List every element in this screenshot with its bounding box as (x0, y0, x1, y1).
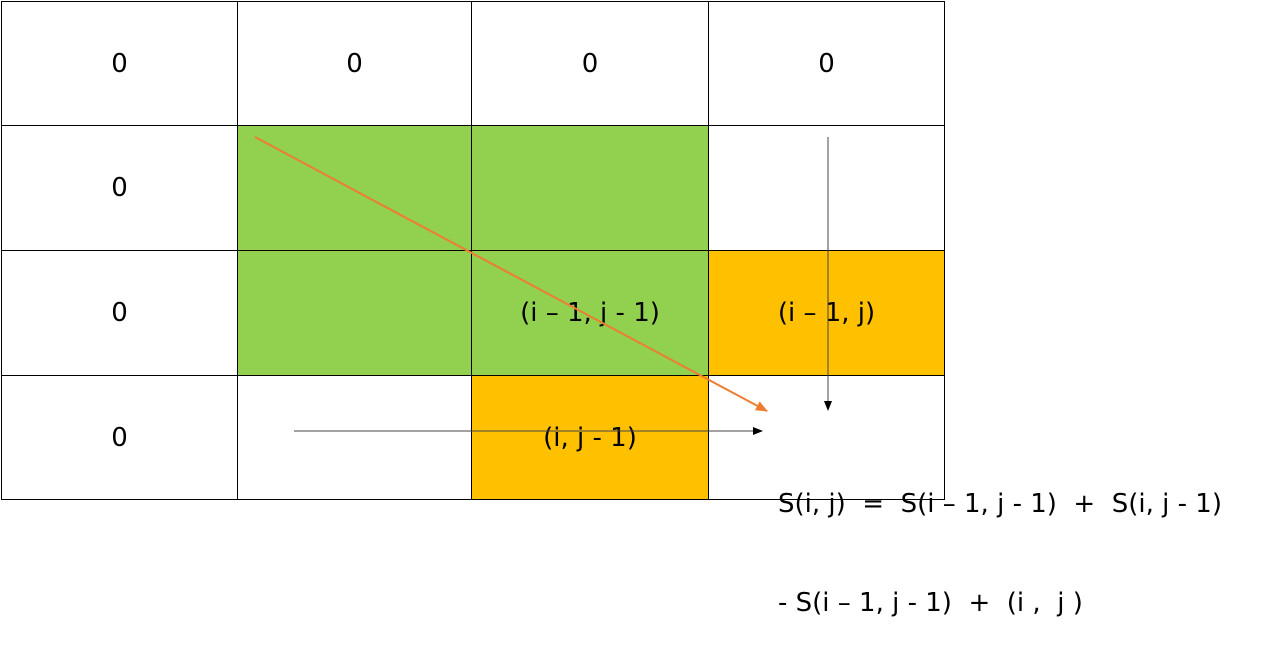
cell-3-3 (708, 375, 945, 500)
formula-line-2: - S(i – 1, j - 1) + (i , j ) (778, 588, 1083, 618)
formula-line-1: S(i, j) = S(i – 1, j - 1) + S(i, j - 1) (778, 489, 1222, 519)
diagonal-arrow (254, 136, 768, 412)
cell-2-1 (237, 250, 472, 376)
cell-3-2: (i, j - 1) (471, 375, 709, 500)
cell-1-1 (237, 125, 472, 251)
cell-2-3: (i – 1, j) (708, 250, 945, 376)
recurrence-formula: S(i, j) = S(i – 1, j - 1) + S(i, j - 1) … (778, 422, 1222, 653)
arrows-overlay (254, 136, 832, 435)
cell-2-2: (i – 1, j - 1) (471, 250, 709, 376)
